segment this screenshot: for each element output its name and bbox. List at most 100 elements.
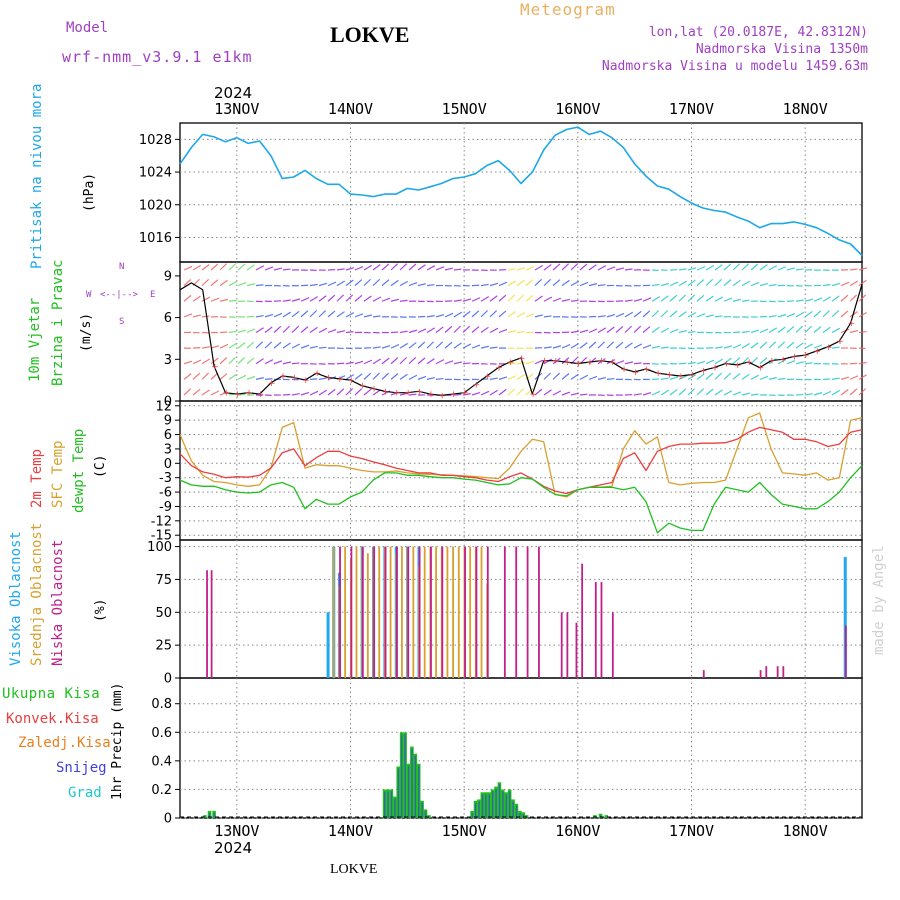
compass-north-label: N (119, 262, 125, 272)
mid-cloud-bar (423, 546, 426, 678)
wind-barb-mark (426, 377, 435, 380)
wind-ytick-label: 6 (164, 311, 172, 326)
snow-bar (471, 812, 473, 818)
wind-ytick-label: 0 (164, 395, 172, 410)
wind-barb-mark (354, 265, 364, 271)
clouds-ytick-label: 100 (147, 540, 172, 555)
wind-gust-mark: + (359, 382, 367, 392)
low-cloud-bar (782, 666, 785, 678)
wind-barb-mark (723, 372, 732, 380)
wind-barb-mark (732, 391, 742, 396)
wind-barb-mark (849, 375, 859, 380)
wind-barb-mark (471, 297, 481, 302)
wind-barb-mark (489, 327, 499, 334)
wind-barb-mark (741, 356, 750, 365)
wind-barb-mark (786, 360, 796, 365)
wind-barb-mark (759, 264, 768, 271)
wind-barb-mark (498, 376, 508, 380)
precip-ytick-label: 0.2 (151, 783, 172, 798)
wind-barb-mark (201, 264, 210, 271)
wind-barb-mark (390, 357, 399, 365)
precip-legend-conv: Konvek.Kisa (6, 711, 99, 727)
wind-barb-mark (741, 299, 750, 302)
wind-barb-mark (723, 390, 733, 396)
wind-barb-mark (363, 278, 372, 287)
temperature-ytick-label: 0 (164, 457, 172, 472)
wind-barb-mark (309, 310, 318, 318)
model-name: wrf-nmm_v3.9.1 e1km (62, 48, 253, 66)
wind-barb-mark (282, 268, 291, 271)
wind-gust-mark: + (234, 390, 242, 400)
low-cloud-bar (526, 546, 529, 678)
wind-gust-mark: + (495, 364, 503, 374)
wind-barb-mark (858, 267, 868, 271)
wind-barb-mark (498, 328, 508, 334)
wind-barb-mark (741, 392, 750, 396)
wind-barb-mark (633, 362, 642, 365)
wind-barb-mark (543, 346, 552, 349)
snow-bar (515, 805, 518, 818)
wind-barb-mark (642, 326, 651, 333)
wind-barb-mark (417, 264, 426, 271)
wind-barb-mark (318, 282, 328, 287)
wind-barb-mark (489, 295, 498, 302)
wind-barb-mark (714, 264, 723, 271)
wind-barb-mark (345, 361, 354, 365)
wind-barb-mark (687, 279, 696, 287)
wind-barb-mark (660, 346, 669, 349)
precip-legend-graupel: Grad (68, 785, 102, 801)
pressure-ytick-label: 1020 (139, 198, 172, 213)
wind-barb-mark (408, 357, 417, 365)
wind-gust-mark: + (666, 371, 674, 381)
clouds-ytick-label: 50 (155, 606, 172, 621)
wind-barb-mark (489, 310, 498, 318)
wind-barb-mark (516, 267, 526, 271)
wind-barb-mark (246, 341, 255, 349)
wind-barb-mark (534, 278, 543, 287)
wind-barb-mark (228, 299, 237, 302)
wind-barb-mark (543, 315, 552, 318)
wind-barb-mark (678, 375, 688, 380)
wind-barb-mark (318, 346, 327, 349)
wind-barb-mark (723, 297, 733, 302)
wind-barb-mark (705, 264, 715, 271)
wind-barb-mark (696, 294, 705, 302)
wind-barb-mark (786, 312, 796, 318)
wind-barb-mark (516, 388, 525, 396)
wind-barb-mark (228, 342, 237, 349)
wind-gust-mark: + (814, 347, 822, 357)
wind-barb-mark (849, 280, 859, 287)
snow-bar (502, 791, 504, 818)
wind-barb-mark (300, 326, 309, 333)
snow-bar (491, 791, 494, 818)
wind-barb-mark (399, 342, 408, 349)
snow-bar (428, 817, 430, 818)
wind-barb-mark (687, 374, 696, 380)
wind-barb-mark (543, 278, 552, 287)
wind-barb-mark (543, 358, 552, 365)
wind-barb-mark (471, 344, 481, 349)
wind-barb-mark (525, 360, 535, 365)
wind-barb-mark (660, 295, 669, 302)
wind-barb-mark (345, 388, 354, 396)
wind-barb-mark (318, 327, 328, 334)
wind-barb-mark (786, 341, 795, 349)
wind-barb-mark (201, 315, 210, 318)
wind-barb-mark (273, 341, 282, 349)
wind-barb-mark (768, 341, 777, 349)
pressure-ytick-label: 1024 (139, 166, 172, 181)
snow-bar (390, 791, 393, 818)
wind-barb-mark (642, 392, 652, 396)
wind-barb-mark (273, 360, 283, 365)
wind-barb-mark (453, 268, 462, 271)
wind-barb-mark (516, 279, 525, 287)
low-cloud-bar (384, 546, 387, 678)
wind-barb-mark (660, 282, 670, 287)
wind-barb-mark (336, 280, 346, 287)
mid-cloud-bar (355, 546, 358, 678)
snow-bar (481, 794, 484, 818)
wind-barb-mark (579, 374, 589, 380)
precip-ytick-label: 0.8 (151, 697, 172, 712)
temperature-ytick-label: 6 (164, 428, 172, 443)
wind-barb-mark (714, 315, 723, 318)
